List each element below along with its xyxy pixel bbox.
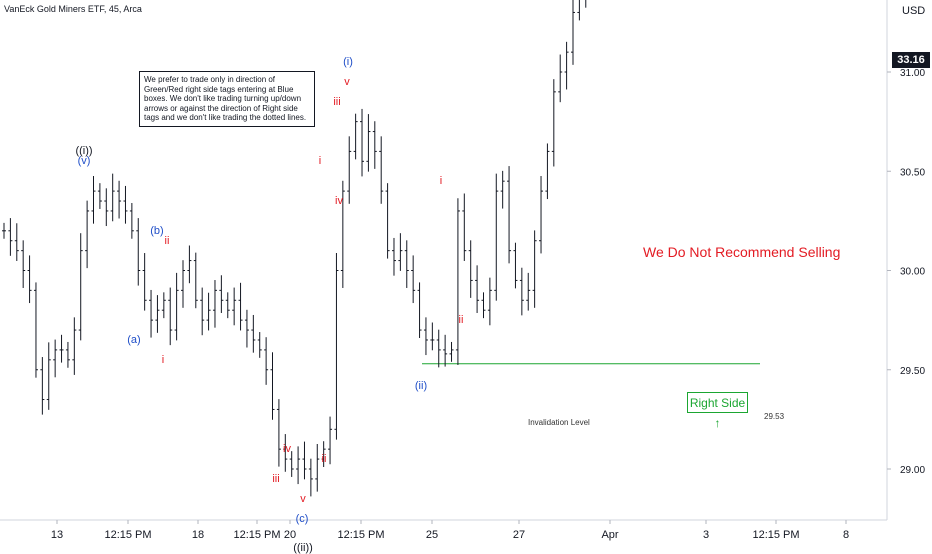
- x-tick-label: 18: [192, 529, 204, 541]
- y-tick-label: 31.00: [900, 68, 925, 79]
- x-tick-label: 12:15 PM: [752, 529, 799, 541]
- x-tick-label: 12:15 PM: [233, 529, 280, 541]
- y-tick-label: 29.50: [900, 366, 925, 377]
- right-side-tag: Right Side ↑: [687, 392, 748, 430]
- wave-label: ((ii)): [293, 542, 313, 554]
- wave-label: (a): [127, 333, 141, 346]
- up-arrow-icon: ↑: [714, 416, 721, 430]
- wave-label: (i): [343, 56, 353, 69]
- warning-text: We Do Not Recommend Selling: [643, 244, 841, 260]
- x-tick-label: 20: [284, 529, 296, 541]
- x-tick-label: Apr: [601, 529, 618, 541]
- plot-area: 29.00 29.50 30.00 30.50 31.00 13 12:15 PM 18 12:…: [0, 0, 925, 541]
- y-tick-label: 30.00: [900, 267, 925, 278]
- trading-note: We prefer to trade only in direction of …: [139, 71, 315, 127]
- y-tick-label: 29.00: [900, 465, 925, 476]
- invalidation-label: Invalidation Level: [528, 418, 590, 427]
- wave-label: iii: [272, 472, 280, 485]
- x-tick-label: 12:15 PM: [337, 529, 384, 541]
- wave-label: ii: [458, 314, 464, 327]
- wave-label: iii: [333, 95, 341, 108]
- wave-label: i: [161, 353, 165, 366]
- invalidation-value: 29.53: [764, 412, 785, 421]
- last-price-badge: 33.16: [892, 52, 930, 68]
- wave-label: (v): [77, 155, 91, 168]
- x-tick-label: 3: [703, 529, 709, 541]
- y-tick-label: 30.50: [900, 167, 925, 178]
- wave-label: (ii): [414, 379, 428, 392]
- wave-label: (c): [295, 512, 309, 525]
- x-tick-label: 27: [513, 529, 525, 541]
- wave-label: v: [300, 492, 306, 505]
- wave-label: i: [439, 175, 443, 188]
- wave-label: (b): [150, 224, 164, 237]
- wave-label: ii: [321, 453, 327, 466]
- chart-title: VanEck Gold Miners ETF, 45, Arca: [4, 4, 142, 14]
- wave-label: ii: [164, 234, 170, 247]
- wave-label: i: [318, 155, 322, 168]
- wave-label: iv: [335, 195, 343, 208]
- x-tick-label: 25: [426, 529, 438, 541]
- right-side-label: Right Side: [689, 396, 746, 410]
- currency-label: USD: [902, 5, 926, 17]
- wave-label: iv: [283, 443, 291, 456]
- x-tick-label: 8: [843, 529, 849, 541]
- x-tick-label: 12:15 PM: [104, 529, 151, 541]
- wave-label: ((i)): [75, 145, 93, 158]
- wave-label: v: [344, 75, 350, 88]
- x-tick-label: 13: [51, 529, 63, 541]
